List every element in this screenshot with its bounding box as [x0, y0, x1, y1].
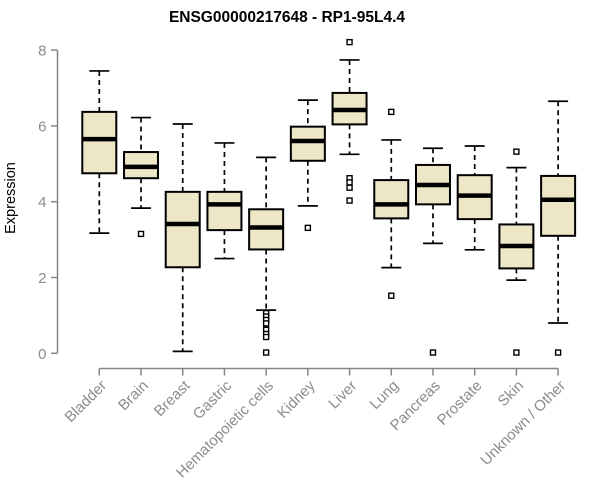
x-tick-label: Lung: [366, 377, 402, 413]
outlier-point: [388, 292, 395, 299]
iqr-box: [81, 110, 118, 175]
iqr-box: [373, 179, 410, 220]
y-tick-label: 2: [38, 270, 46, 287]
outlier-point: [554, 349, 562, 356]
box-kidney: [289, 99, 326, 232]
y-tick-label: 0: [38, 346, 46, 363]
y-tick-label: 4: [38, 194, 46, 211]
box-liver: [331, 38, 368, 204]
iqr-box: [206, 190, 243, 232]
x-tick-label: Breast: [151, 377, 194, 420]
iqr-box: [289, 125, 326, 162]
x-tick-label: Liver: [325, 377, 360, 412]
x-tick-label: Brain: [115, 377, 152, 414]
box-pancreas: [414, 147, 451, 356]
y-tick-label: 6: [38, 118, 46, 135]
iqr-box: [164, 190, 201, 269]
x-tick-label: Bladder: [62, 377, 111, 426]
outlier-point: [429, 349, 437, 356]
outlier-point: [346, 184, 353, 191]
box-breast: [164, 123, 201, 353]
box-gastric: [206, 142, 243, 260]
outlier-point: [346, 197, 353, 204]
y-axis-label: Expression: [3, 162, 19, 234]
outlier-point: [262, 349, 270, 356]
box-prostate: [456, 145, 493, 251]
box-hematopoietic-cells: [248, 156, 285, 356]
box-bladder: [81, 70, 118, 235]
box-brain: [123, 116, 160, 238]
outlier-point: [262, 320, 270, 327]
outlier-point: [346, 38, 353, 46]
x-tick-label: Prostate: [434, 377, 486, 429]
outlier-point: [304, 224, 312, 232]
outlier-point: [137, 230, 145, 238]
outlier-point: [513, 349, 520, 356]
x-tick-label: Kidney: [274, 377, 319, 422]
x-tick-label: Skin: [495, 377, 528, 410]
box-unknown-other: [540, 100, 577, 356]
chart-title: ENSG00000217648 - RP1-95L4.4: [169, 9, 405, 26]
outlier-point: [513, 148, 520, 155]
plot-layer: 0 2 4 6 8 Bladder Brain BreastGastricHematopoie…: [38, 38, 577, 481]
y-tick-label: 8: [38, 43, 46, 60]
y-axis: 0 2 4 6 8: [38, 43, 59, 363]
box-skin: [498, 148, 535, 356]
outlier-point: [346, 179, 353, 186]
iqr-box: [540, 174, 577, 237]
outlier-point: [388, 108, 395, 116]
outlier-point: [262, 333, 270, 341]
box-lung: [373, 108, 410, 299]
